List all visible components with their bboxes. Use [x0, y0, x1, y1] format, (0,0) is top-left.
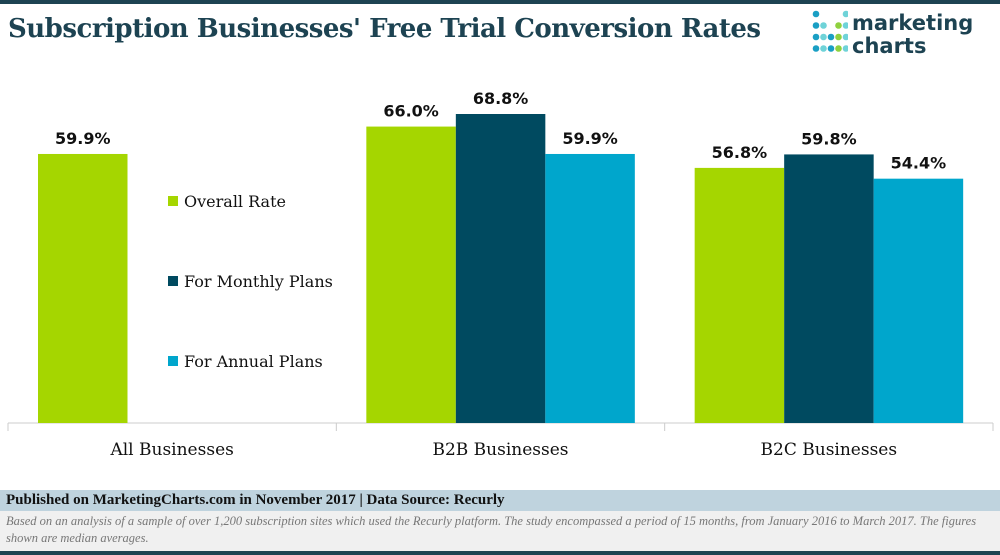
- logo-dot: [835, 45, 842, 52]
- published-source: Published on MarketingCharts.com in Nove…: [0, 490, 1000, 511]
- logo-dot: [812, 33, 820, 41]
- logo-dot: [812, 22, 820, 29]
- data-label: 68.8%: [473, 89, 529, 108]
- logo-line2: charts: [852, 34, 927, 58]
- logo-dot: [812, 45, 820, 52]
- legend-swatch: [168, 356, 178, 366]
- logo-dot: [842, 22, 848, 29]
- data-label: 54.4%: [891, 154, 947, 173]
- bar: [784, 154, 874, 423]
- category-label: B2B Businesses: [432, 440, 568, 460]
- data-label: 59.9%: [562, 129, 618, 148]
- logo-dot: [835, 33, 842, 41]
- bar: [38, 153, 128, 423]
- bottom-border: [0, 551, 1000, 555]
- logo-dot: [842, 33, 848, 41]
- data-label: 66.0%: [383, 102, 439, 121]
- logo-dot: [842, 45, 848, 52]
- logo-dot: [827, 45, 835, 52]
- data-label: 59.8%: [801, 129, 857, 148]
- logo-text: marketing charts: [852, 12, 973, 58]
- logo-dot: [835, 22, 842, 29]
- logo-dot: [820, 45, 827, 52]
- category-label: B2C Businesses: [761, 440, 898, 460]
- methodology-note: Based on an analysis of a sample of over…: [0, 511, 1000, 551]
- legend-label: Overall Rate: [184, 192, 286, 211]
- logo-dot: [827, 33, 835, 41]
- bar: [545, 153, 635, 423]
- legend-swatch: [168, 196, 178, 206]
- data-label: 59.9%: [55, 129, 111, 148]
- bar: [694, 167, 785, 423]
- logo-dot: [812, 10, 820, 18]
- bar: [455, 114, 546, 423]
- bar: [366, 126, 456, 423]
- top-border: [0, 0, 1000, 4]
- chart-title: Subscription Businesses' Free Trial Conv…: [8, 14, 761, 44]
- legend-label: For Annual Plans: [184, 352, 323, 371]
- logo-dots-icon: [812, 10, 848, 52]
- bar-chart: 59.9% All Businesses 66.0% 68.8% 59.9% B2B Bu…: [7, 89, 994, 460]
- logo-dot: [820, 33, 827, 41]
- category-label: All Businesses: [109, 440, 233, 460]
- logo-line1: marketing: [852, 11, 974, 35]
- legend-label: For Monthly Plans: [184, 272, 333, 291]
- legend-swatch: [168, 276, 178, 286]
- logo-dot: [820, 22, 827, 29]
- data-label: 56.8%: [712, 143, 768, 162]
- logo-dot: [842, 10, 848, 18]
- bar: [873, 178, 964, 423]
